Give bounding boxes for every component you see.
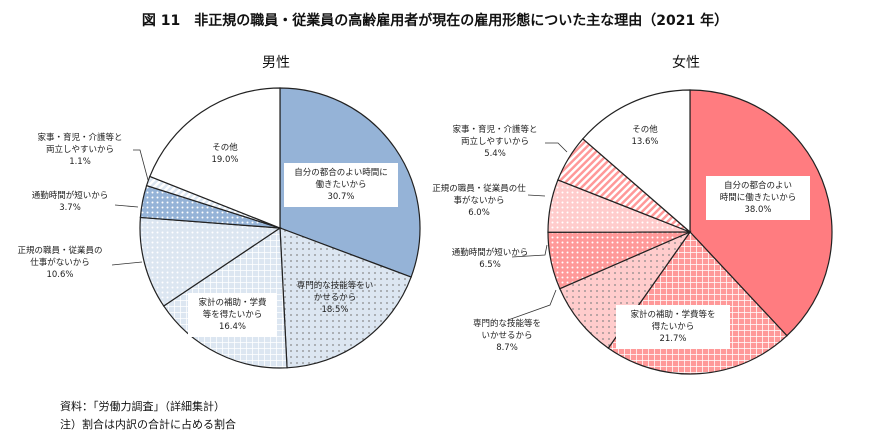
male-label-0: 自分の都合のよい時間に 働きたいから 30.7% (284, 163, 398, 207)
pie-1-slice-1-outline (607, 231, 788, 375)
female-label-5: 家事・育児・介護等と 両立しやすいから 5.4% (452, 125, 538, 159)
male-label-1: 専門的な技能等をい かせるから 18.5% (296, 281, 374, 315)
leader-lines (111, 142, 568, 321)
male-label-6: その他 19.0% (211, 143, 239, 165)
pie-1-slice-4-pattern (548, 179, 690, 233)
footnote: 注）割合は内訳の合計に占める割合 (60, 418, 236, 431)
pie-1-slice-0-outline (689, 89, 833, 337)
pie-0-slice-6 (149, 88, 280, 228)
female-label-1: 家計の補助・学費等を 得たいから 21.7% (616, 305, 730, 349)
female-label-3: 通勤時間が短いから 6.5% (451, 248, 529, 270)
female-pie-title: 女性 (672, 55, 700, 71)
pie-0-slice-6-outline (149, 87, 281, 229)
male-pie-title: 男性 (262, 55, 290, 71)
male-label-4: 通勤時間が短いから 3.7% (31, 191, 109, 213)
male-pie (139, 87, 421, 369)
source-note: 資料：「労働力調査」（詳細集計） (60, 400, 225, 413)
female-label-2: 専門的な技能等を いかせるから 8.7% (472, 319, 541, 353)
pie-1-slice-5-pattern (557, 138, 690, 232)
pie-0-slice-2-outline (162, 226, 288, 369)
pie-0-slice-1-pattern (280, 228, 412, 368)
pie-0-slice-0-outline (279, 87, 421, 278)
female-label-0: 自分の都合のよい 時間に働きたいから 38.0% (706, 176, 810, 220)
figure-title: 図 11 非正規の職員・従業員の高齢雇用者が現在の雇用形態についた主な理由（20… (141, 13, 729, 29)
pie-0-slice-3-pattern (140, 217, 280, 306)
female-label-4: 正規の職員・従業員の仕 事がないから 6.0% (432, 184, 526, 218)
female-label-6: その他 13.6% (631, 125, 659, 147)
pie-0-slice-1-outline (279, 227, 412, 369)
pie-1-slice-3-pattern (548, 232, 690, 289)
pie-1-slice-6-outline (581, 89, 691, 234)
pie-1-slice-6 (582, 89, 690, 232)
male-label-2: 家計の補助・学費 等を得たいから 16.4% (188, 293, 277, 337)
pie-0-slice-3-outline (139, 216, 282, 307)
pie-1-slice-2-pattern (559, 232, 690, 349)
male-label-3: 正規の職員・従業員の 仕事がないから 10.6% (17, 246, 103, 280)
male-label-5: 家事・育児・介護等と 両立しやすいから 1.1% (37, 133, 123, 167)
